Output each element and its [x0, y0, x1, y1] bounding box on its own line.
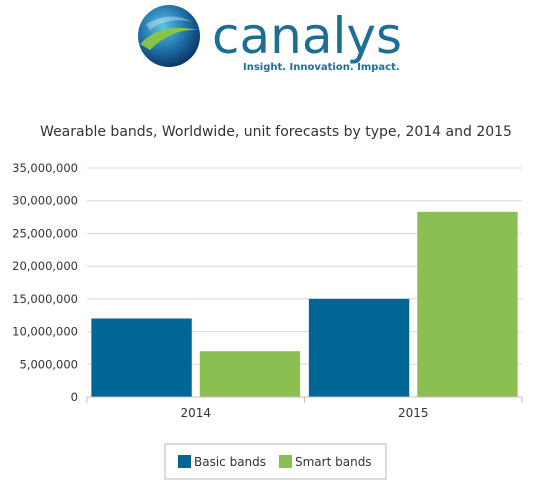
globe-icon: [138, 5, 200, 67]
bar-basic-bands-2015: [308, 298, 410, 397]
bar-smart-bands-2015: [417, 211, 518, 397]
legend-box: [164, 443, 387, 480]
brand-tagline: Insight. Innovation. Impact.: [243, 62, 400, 73]
y-tick-label: 5,000,000: [19, 357, 78, 371]
bars: [91, 211, 518, 397]
y-tick-label: 25,000,000: [12, 226, 78, 240]
y-tick-label: 35,000,000: [12, 161, 78, 175]
legend-label: Basic bands: [194, 455, 266, 469]
y-axis-ticks: 0 5,000,000 10,000,000 15,000,000 20,000,000…: [12, 161, 78, 404]
y-tick-label: 20,000,000: [12, 259, 78, 273]
x-axis: 2014 2015: [86, 396, 523, 420]
legend-swatch: [279, 455, 292, 468]
x-tick-label: 2014: [180, 406, 211, 420]
bar-smart-bands-2014: [199, 351, 301, 397]
chart-title: Wearable bands, Worldwide, unit forecast…: [40, 124, 512, 140]
legend: Basic bands Smart bands: [164, 443, 387, 480]
y-tick-label: 30,000,000: [12, 194, 78, 208]
y-tick-label: 0: [71, 390, 78, 404]
legend-swatch: [178, 455, 191, 468]
y-tick-label: 10,000,000: [12, 325, 78, 339]
legend-label: Smart bands: [295, 455, 372, 469]
brand-wordmark: canalys: [212, 7, 402, 65]
bar-basic-bands-2014: [91, 318, 192, 397]
canalys-logo: canalys Insight. Innovation. Impact.: [138, 5, 402, 73]
x-tick-label: 2015: [398, 406, 429, 420]
y-tick-label: 15,000,000: [12, 292, 78, 306]
